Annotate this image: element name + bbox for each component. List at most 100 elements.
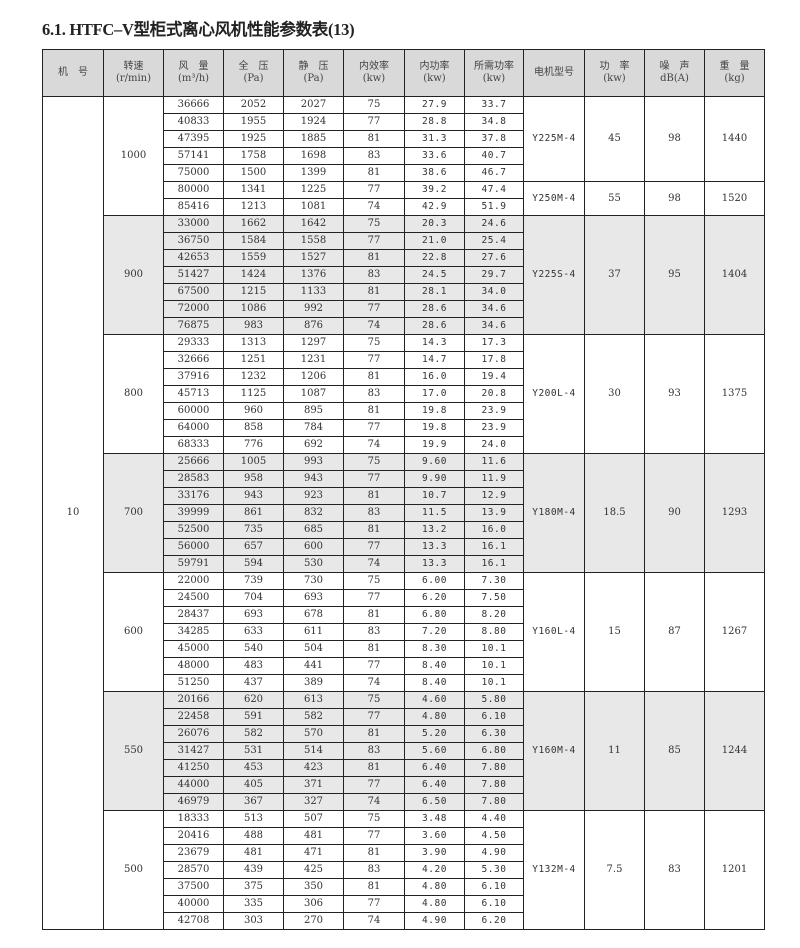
required-power-cell: 19.4 (464, 368, 524, 386)
total-pressure-cell: 488 (223, 827, 284, 845)
total-pressure-cell: 958 (223, 470, 284, 488)
total-pressure-cell: 983 (223, 317, 284, 335)
static-pressure-cell: 570 (283, 725, 344, 743)
total-pressure-cell: 437 (223, 674, 284, 692)
header-row: 机 号转速 (r/min) 风 量 (m³/h) 全 压 (Pa) 静 压 (Pa) 内效率 (k… (42, 49, 765, 97)
airflow-cell: 37916 (163, 368, 224, 386)
header-motor-model: 电机型号 (523, 49, 585, 97)
internal-power-cell: 28.8 (404, 113, 465, 131)
airflow-cell: 75000 (163, 164, 224, 182)
table-row: 42708 303 270 74 4.90 6.20 (43, 912, 765, 930)
static-pressure-cell: 876 (283, 317, 344, 335)
airflow-cell: 48000 (163, 657, 224, 675)
internal-power-cell: 28.1 (404, 283, 465, 301)
required-power-cell: 12.9 (464, 487, 524, 505)
internal-efficiency-cell: 81 (343, 368, 405, 386)
internal-efficiency-cell: 75 (343, 215, 405, 233)
table-row: 500 18333 513 507 75 3.48 4.40 Y132M-4 7.5 83 1201 (43, 810, 765, 930)
static-pressure-cell: 471 (283, 844, 344, 862)
noise-cell: 98 (644, 181, 705, 216)
internal-efficiency-cell: 74 (343, 436, 405, 454)
speed-cell: 500 (103, 810, 164, 930)
static-pressure-cell: 1527 (283, 249, 344, 267)
internal-efficiency-cell: 83 (343, 385, 405, 403)
airflow-cell: 23679 (163, 844, 224, 862)
motor-power-cell: 37 (584, 215, 645, 335)
airflow-cell: 22458 (163, 708, 224, 726)
internal-power-cell: 14.7 (404, 351, 465, 369)
total-pressure-cell: 633 (223, 623, 284, 641)
internal-efficiency-cell: 81 (343, 606, 405, 624)
weight-cell: 1520 (704, 181, 765, 216)
table-row: 42653 1559 1527 81 22.8 27.6 (43, 249, 765, 267)
table-row: 47395 1925 1885 81 31.3 37.8 (43, 130, 765, 148)
internal-efficiency-cell: 77 (343, 589, 405, 607)
required-power-cell: 6.20 (464, 912, 524, 930)
total-pressure-cell: 776 (223, 436, 284, 454)
table-row: 51250 437 389 74 8.40 10.1 (43, 674, 765, 692)
weight-cell: 1404 (704, 215, 765, 335)
airflow-cell: 20416 (163, 827, 224, 845)
required-power-cell: 34.6 (464, 300, 524, 318)
noise-cell: 98 (644, 96, 705, 182)
internal-efficiency-cell: 83 (343, 623, 405, 641)
required-power-cell: 27.6 (464, 249, 524, 267)
static-pressure-cell: 943 (283, 470, 344, 488)
required-power-cell: 34.0 (464, 283, 524, 301)
required-power-cell: 11.9 (464, 470, 524, 488)
table-row: 68333 776 692 74 19.9 24.0 (43, 436, 765, 454)
airflow-cell: 42653 (163, 249, 224, 267)
airflow-cell: 80000 (163, 181, 224, 199)
static-pressure-cell: 1698 (283, 147, 344, 165)
airflow-cell: 46979 (163, 793, 224, 811)
static-pressure-cell: 1081 (283, 198, 344, 216)
internal-efficiency-cell: 77 (343, 776, 405, 794)
internal-efficiency-cell: 83 (343, 742, 405, 760)
internal-power-cell: 14.3 (404, 334, 465, 352)
table-row: 550 20166 620 613 75 4.60 5.80 Y160M-4 11 85 1244 (43, 691, 765, 811)
internal-efficiency-cell: 81 (343, 759, 405, 777)
internal-power-cell: 6.40 (404, 776, 465, 794)
internal-efficiency-cell: 74 (343, 317, 405, 335)
header-unit: (kw) (423, 73, 446, 84)
required-power-cell: 34.8 (464, 113, 524, 131)
static-pressure-cell: 327 (283, 793, 344, 811)
speed-cell: 800 (103, 334, 164, 454)
internal-power-cell: 9.60 (404, 453, 465, 471)
required-power-cell: 6.10 (464, 708, 524, 726)
required-power-cell: 8.20 (464, 606, 524, 624)
internal-efficiency-cell: 77 (343, 232, 405, 250)
required-power-cell: 20.8 (464, 385, 524, 403)
header-label: 转速 (123, 61, 144, 72)
airflow-cell: 33176 (163, 487, 224, 505)
total-pressure-cell: 1251 (223, 351, 284, 369)
internal-power-cell: 22.8 (404, 249, 465, 267)
required-power-cell: 33.7 (464, 96, 524, 114)
static-pressure-cell: 389 (283, 674, 344, 692)
table-row: 26076 582 570 81 5.20 6.30 (43, 725, 765, 743)
motor-power-cell: 15 (584, 572, 645, 692)
machine-no-cell: 10 (42, 96, 104, 930)
internal-power-cell: 4.20 (404, 861, 465, 879)
airflow-cell: 60000 (163, 402, 224, 420)
required-power-cell: 4.50 (464, 827, 524, 845)
airflow-cell: 29333 (163, 334, 224, 352)
internal-efficiency-cell: 81 (343, 725, 405, 743)
airflow-cell: 36750 (163, 232, 224, 250)
airflow-cell: 39999 (163, 504, 224, 522)
internal-power-cell: 4.80 (404, 895, 465, 913)
motor-model-cell: Y160M-4 (523, 691, 585, 811)
internal-power-cell: 7.20 (404, 623, 465, 641)
required-power-cell: 7.80 (464, 793, 524, 811)
internal-efficiency-cell: 77 (343, 895, 405, 913)
airflow-cell: 25666 (163, 453, 224, 471)
noise-cell: 95 (644, 215, 705, 335)
internal-power-cell: 5.20 (404, 725, 465, 743)
required-power-cell: 40.7 (464, 147, 524, 165)
required-power-cell: 24.0 (464, 436, 524, 454)
required-power-cell: 10.1 (464, 657, 524, 675)
static-pressure-cell: 895 (283, 402, 344, 420)
weight-cell: 1375 (704, 334, 765, 454)
internal-efficiency-cell: 75 (343, 453, 405, 471)
table-row: 900 33000 1662 1642 75 20.3 24.6 Y225S-4 37 95 140… (43, 215, 765, 335)
